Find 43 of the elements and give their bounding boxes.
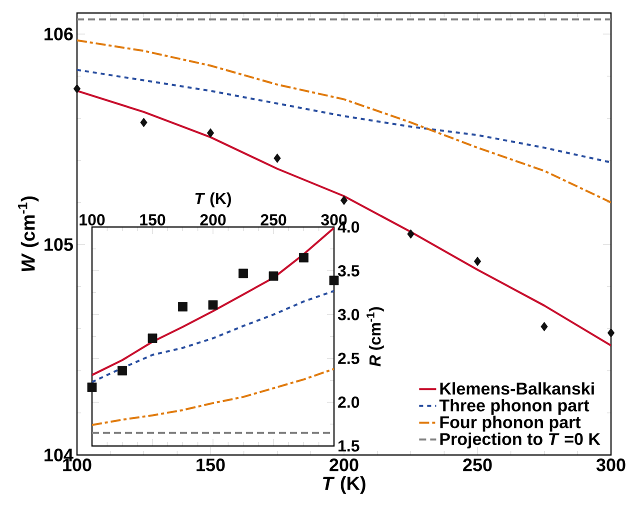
x-tick-label: 200	[330, 458, 358, 472]
legend-label: Klemens-Balkanski	[440, 382, 594, 395]
x-tick-label: 150	[196, 458, 225, 472]
point	[407, 229, 414, 239]
point	[540, 322, 548, 332]
line-series	[92, 368, 334, 426]
point	[118, 366, 127, 376]
y-tick-label: 1.5	[338, 440, 360, 452]
point	[474, 256, 482, 266]
y-tick-label: 2.5	[338, 352, 360, 364]
point	[208, 300, 218, 310]
point	[206, 128, 214, 138]
y-axis-title: W (cm$^{-1}$)	[18, 196, 39, 272]
legend-label: Four phonon part	[440, 416, 581, 432]
point	[299, 252, 308, 262]
point	[607, 328, 615, 338]
point	[178, 302, 188, 312]
x-tick-label: 150	[140, 214, 166, 226]
point	[238, 268, 248, 278]
y-tick-label: 3.0	[338, 308, 360, 320]
y-tick-label: 106	[44, 28, 73, 40]
legend-label: Three phonon part	[439, 398, 590, 415]
x-tick-label: 250	[463, 458, 492, 472]
x-axis-title: T (K)	[323, 476, 366, 494]
point	[274, 154, 281, 163]
y-tick-label: 105	[44, 238, 73, 251]
point	[148, 334, 158, 343]
y-axis-title: R (cm$^{-1}$)	[366, 307, 384, 366]
point	[140, 118, 148, 128]
x-tick-label: 100	[80, 214, 105, 226]
x-tick-label: 200	[200, 214, 226, 226]
x-tick-label: 300	[596, 458, 626, 472]
point	[268, 271, 278, 281]
line-series	[92, 227, 334, 376]
x-tick-label: 250	[260, 214, 286, 226]
y-tick-label: 3.5	[338, 265, 360, 276]
legend-label: Projection to T =0 K	[440, 432, 600, 448]
point	[340, 196, 348, 206]
y-tick-label: 2.0	[338, 396, 360, 408]
point	[329, 276, 339, 286]
x-axis-title: T (K)	[195, 192, 231, 208]
point	[87, 382, 97, 392]
point	[73, 84, 81, 94]
